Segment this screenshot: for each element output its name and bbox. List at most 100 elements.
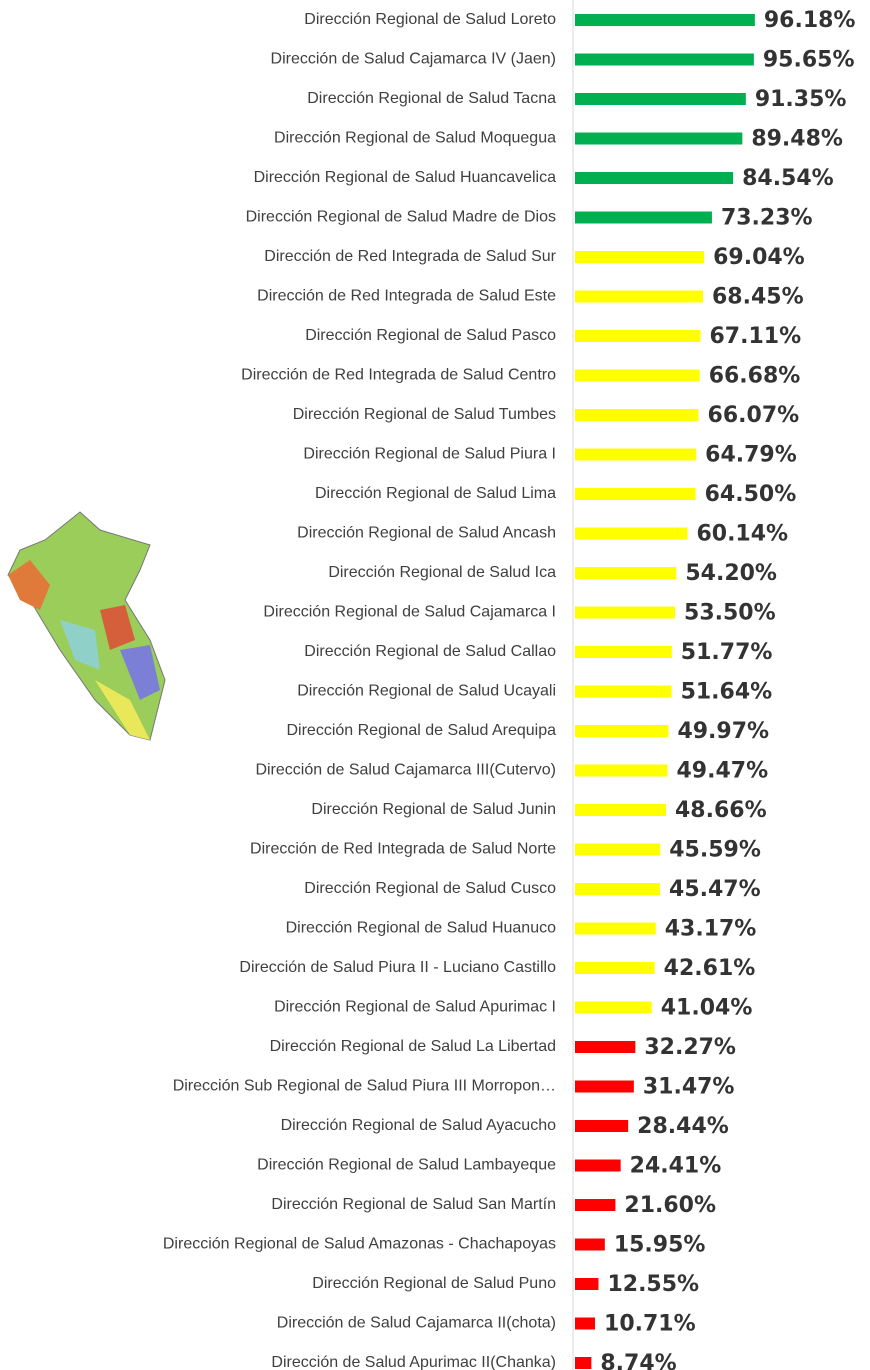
value-label: 32.27% [644, 1035, 736, 1060]
category-label: Dirección Regional de Salud Pasco [305, 327, 556, 344]
bar [575, 528, 687, 540]
value-label: 91.35% [755, 87, 847, 112]
value-label: 41.04% [661, 996, 753, 1021]
bar [575, 607, 675, 619]
value-label: 49.97% [677, 719, 769, 744]
value-label: 21.60% [624, 1193, 716, 1218]
bar [575, 1357, 591, 1369]
category-label: Dirección Regional de Salud Ica [328, 564, 556, 581]
value-label: 96.18% [764, 8, 856, 33]
bar [575, 1199, 615, 1211]
bar [575, 765, 668, 777]
category-label: Dirección Regional de Salud Loreto [304, 11, 556, 28]
bar [575, 1239, 605, 1251]
category-label: Dirección Regional de Salud Callao [304, 643, 556, 660]
category-label: Dirección Regional de Salud Ayacucho [281, 1117, 557, 1134]
category-label: Dirección de Red Integrada de Salud Cent… [241, 367, 556, 384]
bar [575, 567, 676, 579]
category-label: Dirección Regional de Salud San Martín [271, 1196, 556, 1213]
bar [575, 883, 660, 895]
category-label: Dirección Regional de Salud Amazonas - C… [163, 1236, 556, 1253]
value-label: 51.77% [681, 640, 773, 665]
value-label: 66.68% [709, 364, 801, 389]
value-label: 95.65% [763, 48, 855, 73]
value-label: 64.50% [705, 482, 797, 507]
bar [575, 409, 699, 421]
value-label: 73.23% [721, 206, 813, 231]
bar [575, 172, 733, 184]
category-label: Dirección Sub Regional de Salud Piura II… [173, 1078, 556, 1095]
bar [575, 646, 672, 658]
category-label: Dirección Regional de Salud Arequipa [286, 722, 556, 739]
bar [575, 251, 704, 263]
bar [575, 1278, 598, 1290]
value-label: 8.74% [600, 1351, 676, 1370]
bar [575, 1120, 628, 1132]
bar [575, 330, 700, 342]
value-label: 84.54% [742, 166, 834, 191]
bar [575, 804, 666, 816]
category-label: Dirección Regional de Salud Cusco [304, 880, 556, 897]
category-label: Dirección de Salud Apurimac II(Chanka) [271, 1354, 556, 1370]
bar [575, 1041, 635, 1053]
category-label: Dirección Regional de Salud Lima [315, 485, 556, 502]
bar [575, 686, 672, 698]
value-label: 31.47% [643, 1075, 735, 1100]
category-label: Dirección de Salud Piura II - Luciano Ca… [239, 959, 556, 976]
bar [575, 212, 712, 224]
value-label: 89.48% [751, 127, 843, 152]
category-label: Dirección Regional de Salud Ancash [297, 525, 556, 542]
category-label: Dirección Regional de Salud Lambayeque [257, 1157, 556, 1174]
bar [575, 54, 754, 66]
value-label: 43.17% [665, 917, 757, 942]
category-label: Dirección Regional de Salud Huancavelica [254, 169, 557, 186]
value-label: 64.79% [705, 443, 797, 468]
value-label: 69.04% [713, 245, 805, 270]
value-label: 42.61% [664, 956, 756, 981]
category-label: Dirección Regional de Salud Cajamarca I [263, 604, 556, 621]
peru-map [8, 512, 165, 740]
value-label: 49.47% [677, 759, 769, 784]
bar [575, 291, 703, 303]
value-label: 51.64% [681, 680, 773, 705]
category-label: Dirección Regional de Salud Piura I [303, 446, 556, 463]
bar [575, 844, 660, 856]
category-label: Dirección Regional de Salud Tumbes [293, 406, 556, 423]
value-label: 12.55% [607, 1272, 699, 1297]
category-label: Dirección de Red Integrada de Salud Nort… [250, 841, 556, 858]
category-label: Dirección Regional de Salud Puno [312, 1275, 556, 1292]
value-label: 66.07% [708, 403, 800, 428]
bar [575, 1002, 652, 1014]
category-label: Dirección Regional de Salud Ucayali [297, 683, 556, 700]
value-label: 54.20% [685, 561, 777, 586]
value-label: 10.71% [604, 1312, 696, 1337]
category-label: Dirección de Red Integrada de Salud Este [257, 288, 556, 305]
category-label: Dirección de Salud Cajamarca IV (Jaen) [271, 51, 556, 68]
category-label: Dirección Regional de Salud La Libertad [270, 1038, 556, 1055]
bar [575, 93, 746, 105]
category-label: Dirección Regional de Salud Tacna [307, 90, 556, 107]
category-label: Dirección Regional de Salud Apurimac I [274, 999, 556, 1016]
bar [575, 1081, 634, 1093]
bar [575, 962, 655, 974]
category-label: Dirección Regional de Salud Moquegua [274, 130, 556, 147]
category-label: Dirección Regional de Salud Huanuco [286, 920, 556, 937]
value-label: 28.44% [637, 1114, 729, 1139]
category-label: Dirección de Salud Cajamarca II(chota) [277, 1315, 556, 1332]
value-label: 60.14% [696, 522, 788, 547]
bar [575, 133, 742, 145]
value-label: 48.66% [675, 798, 767, 823]
value-label: 45.59% [669, 838, 761, 863]
chart: Dirección Regional de Salud Loreto 96.18%… [0, 0, 870, 1370]
bar [575, 923, 656, 935]
bar [575, 725, 668, 737]
value-label: 15.95% [614, 1233, 706, 1258]
value-label: 53.50% [684, 601, 776, 626]
page: {"chart_data": {"type": "bar", "orientat… [0, 0, 870, 1370]
value-label: 24.41% [630, 1154, 722, 1179]
bar [575, 488, 696, 500]
bar [575, 449, 696, 461]
value-label: 67.11% [709, 324, 801, 349]
category-label: Dirección de Salud Cajamarca III(Cutervo… [255, 762, 556, 779]
value-label: 45.47% [669, 877, 761, 902]
